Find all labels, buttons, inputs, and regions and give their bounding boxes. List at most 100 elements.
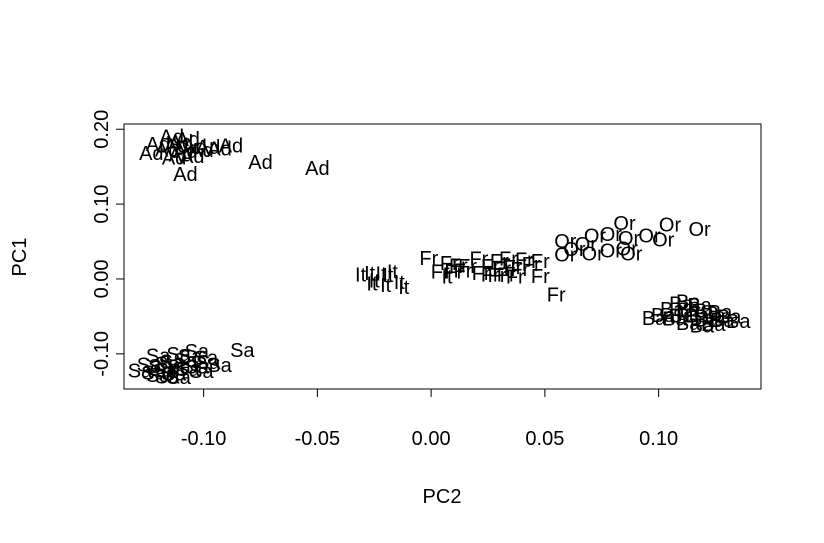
point-sa: Sa xyxy=(207,355,232,377)
point-or: Or xyxy=(575,234,598,256)
point-fr: Fr xyxy=(506,267,525,289)
point-fr: Fr xyxy=(531,251,550,273)
point-ad: Ad xyxy=(182,136,206,158)
point-fr: Fr xyxy=(504,257,523,279)
point-sa: Sa xyxy=(155,354,180,376)
point-fr: Fr xyxy=(499,249,518,271)
point-it: It xyxy=(376,264,388,286)
point-ad: Ad xyxy=(248,152,272,174)
point-or: Or xyxy=(563,239,586,261)
point-or: Or xyxy=(613,213,636,235)
point-sa: Sa xyxy=(185,357,210,379)
point-sa: Sa xyxy=(166,367,191,389)
point-or: Or xyxy=(600,241,623,263)
point-sa: Sa xyxy=(153,360,178,382)
point-fr: Fr xyxy=(431,261,450,283)
point-or: Or xyxy=(554,244,577,266)
point-fr: Fr xyxy=(472,263,491,285)
point-ad: Ad xyxy=(207,139,231,161)
point-fr: Fr xyxy=(492,258,511,280)
point-ba: Ba xyxy=(676,300,701,322)
point-ba: Ba xyxy=(701,314,726,336)
y-axis: -0.10 0.00 0.10 0.20 xyxy=(91,110,125,377)
point-sa: Sa xyxy=(162,363,187,385)
point-ba: Ba xyxy=(662,309,687,331)
point-fr: Fr xyxy=(444,261,463,283)
point-fr: Fr xyxy=(440,253,459,275)
point-ba: Ba xyxy=(687,295,712,317)
point-or: Or xyxy=(638,226,661,248)
point-sa: Sa xyxy=(178,346,203,368)
point-ba: Ba xyxy=(690,315,715,337)
point-fr: Fr xyxy=(547,285,566,307)
x-tick-label: 0.05 xyxy=(525,428,564,450)
point-sa: Sa xyxy=(175,359,200,381)
point-ba: Ba xyxy=(651,305,676,327)
point-ba: Ba xyxy=(701,305,726,327)
point-ba: Ba xyxy=(676,291,701,313)
point-sa: Sa xyxy=(166,344,191,366)
y-tick-label: 0.10 xyxy=(91,185,113,224)
point-ad: Ad xyxy=(189,140,213,162)
point-fr: Fr xyxy=(488,265,507,287)
point-ba: Ba xyxy=(726,311,751,333)
point-sa: Sa xyxy=(148,356,173,378)
point-or: Or xyxy=(620,244,643,266)
point-ba: Ba xyxy=(669,294,694,316)
point-ad: Ad xyxy=(162,148,186,170)
point-fr: Fr xyxy=(449,255,468,277)
point-or: Or xyxy=(618,228,641,250)
x-tick-label: 0.00 xyxy=(412,428,451,450)
point-ad: Ad xyxy=(164,136,188,158)
point-ad: Ad xyxy=(196,137,220,159)
point-sa: Sa xyxy=(189,361,214,383)
point-ba: Ba xyxy=(694,309,719,331)
point-it: It xyxy=(380,275,392,297)
point-ad: Ad xyxy=(175,129,199,151)
point-sa: Sa xyxy=(194,348,219,370)
point-sa: Sa xyxy=(155,366,180,388)
y-tick-label: -0.10 xyxy=(91,331,113,377)
point-sa: Sa xyxy=(146,345,171,367)
x-axis-title: PC2 xyxy=(423,486,462,508)
point-sa: Sa xyxy=(173,350,198,372)
point-sa: Sa xyxy=(137,354,162,376)
x-tick-label: -0.05 xyxy=(295,428,341,450)
point-it: It xyxy=(369,270,381,292)
point-ad: Ad xyxy=(160,127,184,149)
point-fr: Fr xyxy=(458,256,477,278)
point-ad: Ad xyxy=(155,139,179,161)
point-ad: Ad xyxy=(305,158,329,180)
point-ad: Ad xyxy=(169,145,193,167)
y-tick-label: 0.00 xyxy=(91,259,113,298)
y-tick-label: 0.20 xyxy=(91,110,113,149)
point-fr: Fr xyxy=(497,264,516,286)
point-sa: Sa xyxy=(166,357,191,379)
point-sa: Sa xyxy=(196,352,221,374)
point-ad: Ad xyxy=(169,132,193,154)
point-ba: Ba xyxy=(717,306,742,328)
point-or: Or xyxy=(584,226,607,248)
point-ad: Ad xyxy=(139,143,163,165)
point-ba: Ba xyxy=(694,300,719,322)
point-or: Or xyxy=(659,214,682,236)
point-fr: Fr xyxy=(419,248,438,270)
point-ad: Ad xyxy=(219,136,243,158)
point-ad: Ad xyxy=(180,146,204,168)
point-sa: Sa xyxy=(230,340,255,362)
point-ba: Ba xyxy=(710,310,735,332)
point-it: It xyxy=(382,265,394,287)
point-fr: Fr xyxy=(481,264,500,286)
point-fr: Fr xyxy=(522,254,541,276)
x-axis: -0.10 -0.05 0.00 0.05 0.10 xyxy=(181,388,678,450)
point-or: Or xyxy=(554,231,577,253)
point-or: Or xyxy=(616,238,639,260)
point-it: It xyxy=(398,277,410,299)
point-fr: Fr xyxy=(531,266,550,288)
point-sa: Sa xyxy=(185,341,210,363)
point-ad: Ad xyxy=(173,141,197,163)
point-fr: Fr xyxy=(510,259,529,281)
